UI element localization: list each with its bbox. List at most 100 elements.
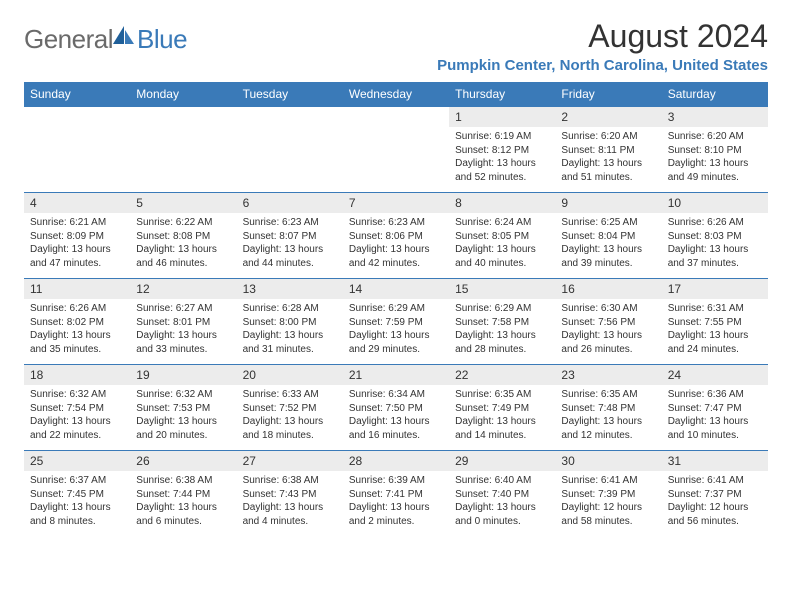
day-detail-cell: Sunrise: 6:32 AMSunset: 7:54 PMDaylight:… (24, 385, 130, 451)
day-number-cell: 21 (343, 365, 449, 386)
sunset-text: Sunset: 8:08 PM (136, 230, 230, 244)
sunrise-text: Sunrise: 6:38 AM (136, 474, 230, 488)
daylight-text: Daylight: 13 hours and 52 minutes. (455, 157, 549, 184)
day-detail-cell: Sunrise: 6:23 AMSunset: 8:06 PMDaylight:… (343, 213, 449, 279)
daylight-text: Daylight: 13 hours and 28 minutes. (455, 329, 549, 356)
day-number-row: 11121314151617 (24, 279, 768, 300)
daylight-text: Daylight: 13 hours and 8 minutes. (30, 501, 124, 528)
daylight-text: Daylight: 13 hours and 44 minutes. (243, 243, 337, 270)
day-number-cell: 18 (24, 365, 130, 386)
day-number-cell: 25 (24, 451, 130, 472)
day-number-cell: 13 (237, 279, 343, 300)
weekday-header: Monday (130, 82, 236, 107)
daylight-text: Daylight: 13 hours and 24 minutes. (668, 329, 762, 356)
sunrise-text: Sunrise: 6:28 AM (243, 302, 337, 316)
day-number-cell: 22 (449, 365, 555, 386)
day-number-cell: 31 (662, 451, 768, 472)
sunset-text: Sunset: 8:00 PM (243, 316, 337, 330)
day-detail-row: Sunrise: 6:26 AMSunset: 8:02 PMDaylight:… (24, 299, 768, 365)
title-block: August 2024 Pumpkin Center, North Caroli… (437, 18, 768, 74)
day-number-cell: 16 (555, 279, 661, 300)
sunrise-text: Sunrise: 6:22 AM (136, 216, 230, 230)
sunset-text: Sunset: 7:43 PM (243, 488, 337, 502)
day-detail-cell: Sunrise: 6:27 AMSunset: 8:01 PMDaylight:… (130, 299, 236, 365)
day-detail-cell: Sunrise: 6:37 AMSunset: 7:45 PMDaylight:… (24, 471, 130, 536)
sunset-text: Sunset: 7:53 PM (136, 402, 230, 416)
logo-text-blue: Blue (137, 24, 187, 55)
sunrise-text: Sunrise: 6:24 AM (455, 216, 549, 230)
day-detail-row: Sunrise: 6:21 AMSunset: 8:09 PMDaylight:… (24, 213, 768, 279)
sunset-text: Sunset: 8:05 PM (455, 230, 549, 244)
weekday-header: Saturday (662, 82, 768, 107)
day-detail-cell: Sunrise: 6:36 AMSunset: 7:47 PMDaylight:… (662, 385, 768, 451)
day-detail-cell: Sunrise: 6:26 AMSunset: 8:02 PMDaylight:… (24, 299, 130, 365)
day-number-row: 45678910 (24, 193, 768, 214)
day-number-row: 18192021222324 (24, 365, 768, 386)
sunrise-text: Sunrise: 6:20 AM (668, 130, 762, 144)
day-number-cell: 11 (24, 279, 130, 300)
daylight-text: Daylight: 13 hours and 16 minutes. (349, 415, 443, 442)
sunset-text: Sunset: 8:02 PM (30, 316, 124, 330)
daylight-text: Daylight: 13 hours and 4 minutes. (243, 501, 337, 528)
day-number-row: 123 (24, 107, 768, 128)
day-detail-cell: Sunrise: 6:21 AMSunset: 8:09 PMDaylight:… (24, 213, 130, 279)
sunrise-text: Sunrise: 6:25 AM (561, 216, 655, 230)
weekday-header: Wednesday (343, 82, 449, 107)
daylight-text: Daylight: 12 hours and 56 minutes. (668, 501, 762, 528)
sunset-text: Sunset: 7:56 PM (561, 316, 655, 330)
day-number-cell (130, 107, 236, 128)
sunset-text: Sunset: 7:37 PM (668, 488, 762, 502)
sunset-text: Sunset: 7:40 PM (455, 488, 549, 502)
sunrise-text: Sunrise: 6:21 AM (30, 216, 124, 230)
daylight-text: Daylight: 13 hours and 12 minutes. (561, 415, 655, 442)
sunrise-text: Sunrise: 6:19 AM (455, 130, 549, 144)
daylight-text: Daylight: 13 hours and 26 minutes. (561, 329, 655, 356)
sunrise-text: Sunrise: 6:33 AM (243, 388, 337, 402)
sunrise-text: Sunrise: 6:23 AM (243, 216, 337, 230)
daylight-text: Daylight: 13 hours and 33 minutes. (136, 329, 230, 356)
daylight-text: Daylight: 13 hours and 6 minutes. (136, 501, 230, 528)
weekday-header: Tuesday (237, 82, 343, 107)
sunrise-text: Sunrise: 6:41 AM (561, 474, 655, 488)
sunset-text: Sunset: 8:01 PM (136, 316, 230, 330)
daylight-text: Daylight: 13 hours and 46 minutes. (136, 243, 230, 270)
sunrise-text: Sunrise: 6:38 AM (243, 474, 337, 488)
day-detail-cell: Sunrise: 6:38 AMSunset: 7:43 PMDaylight:… (237, 471, 343, 536)
day-number-cell: 3 (662, 107, 768, 128)
day-detail-row: Sunrise: 6:19 AMSunset: 8:12 PMDaylight:… (24, 127, 768, 193)
sunrise-text: Sunrise: 6:34 AM (349, 388, 443, 402)
sunrise-text: Sunrise: 6:20 AM (561, 130, 655, 144)
daylight-text: Daylight: 13 hours and 2 minutes. (349, 501, 443, 528)
daylight-text: Daylight: 13 hours and 10 minutes. (668, 415, 762, 442)
calendar-table: Sunday Monday Tuesday Wednesday Thursday… (24, 82, 768, 536)
day-number-cell: 1 (449, 107, 555, 128)
day-detail-cell: Sunrise: 6:20 AMSunset: 8:11 PMDaylight:… (555, 127, 661, 193)
sunset-text: Sunset: 8:12 PM (455, 144, 549, 158)
day-detail-cell: Sunrise: 6:29 AMSunset: 7:59 PMDaylight:… (343, 299, 449, 365)
day-detail-cell: Sunrise: 6:40 AMSunset: 7:40 PMDaylight:… (449, 471, 555, 536)
daylight-text: Daylight: 13 hours and 40 minutes. (455, 243, 549, 270)
day-detail-cell: Sunrise: 6:26 AMSunset: 8:03 PMDaylight:… (662, 213, 768, 279)
weekday-header: Thursday (449, 82, 555, 107)
header: General Blue August 2024 Pumpkin Center,… (24, 18, 768, 74)
day-number-cell: 26 (130, 451, 236, 472)
daylight-text: Daylight: 12 hours and 58 minutes. (561, 501, 655, 528)
day-detail-cell: Sunrise: 6:33 AMSunset: 7:52 PMDaylight:… (237, 385, 343, 451)
day-number-cell: 28 (343, 451, 449, 472)
logo-text-general: General (24, 24, 113, 55)
day-detail-cell: Sunrise: 6:31 AMSunset: 7:55 PMDaylight:… (662, 299, 768, 365)
sunset-text: Sunset: 7:49 PM (455, 402, 549, 416)
day-detail-cell: Sunrise: 6:28 AMSunset: 8:00 PMDaylight:… (237, 299, 343, 365)
daylight-text: Daylight: 13 hours and 42 minutes. (349, 243, 443, 270)
daylight-text: Daylight: 13 hours and 37 minutes. (668, 243, 762, 270)
day-number-cell: 8 (449, 193, 555, 214)
day-detail-cell (343, 127, 449, 193)
sunset-text: Sunset: 8:04 PM (561, 230, 655, 244)
day-number-cell: 23 (555, 365, 661, 386)
daylight-text: Daylight: 13 hours and 39 minutes. (561, 243, 655, 270)
logo-sail-icon (113, 26, 135, 51)
sunset-text: Sunset: 7:39 PM (561, 488, 655, 502)
sunrise-text: Sunrise: 6:35 AM (561, 388, 655, 402)
day-number-cell: 9 (555, 193, 661, 214)
sunset-text: Sunset: 8:03 PM (668, 230, 762, 244)
